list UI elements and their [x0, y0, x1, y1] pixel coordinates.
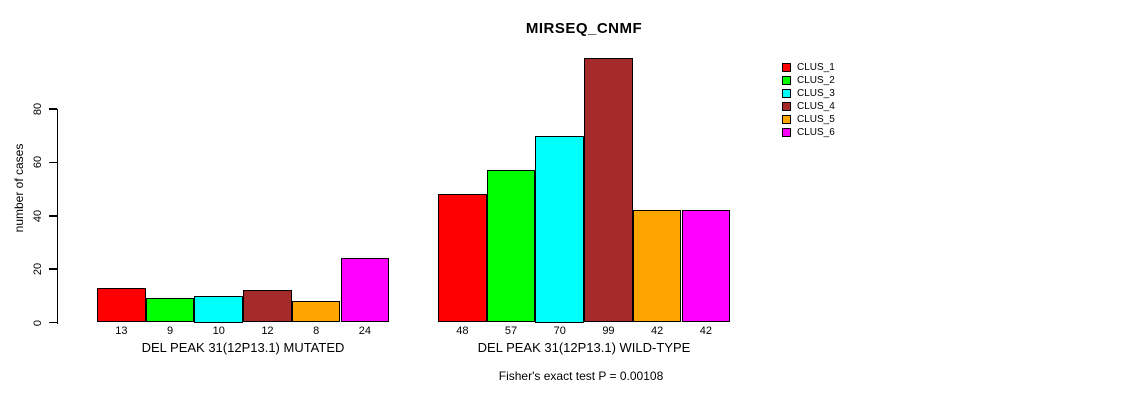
legend-item-clus_5: CLUS_5	[782, 113, 835, 126]
group-label-mutated: DEL PEAK 31(12P13.1) MUTATED	[141, 340, 345, 355]
legend-swatch-icon	[782, 102, 791, 111]
legend-label: CLUS_5	[797, 114, 835, 125]
fisher-test-annotation: Fisher's exact test P = 0.00108	[498, 369, 664, 383]
legend-label: CLUS_1	[797, 62, 835, 73]
legend-swatch-icon	[782, 128, 791, 137]
bar-value-label: 42	[699, 325, 712, 337]
bar-clus_6-group2	[681, 210, 731, 323]
bar-value-label: 9	[166, 325, 174, 337]
y-axis-line	[56, 108, 58, 324]
legend-swatch-icon	[782, 63, 791, 72]
legend-label: CLUS_6	[797, 127, 835, 138]
bar-clus_1-group1	[97, 287, 146, 323]
group-label-wild-type: DEL PEAK 31(12P13.1) WILD-TYPE	[477, 340, 691, 355]
legend-label: CLUS_3	[797, 88, 835, 99]
y-axis-tick-label: 0	[32, 319, 44, 326]
bar-value-label: 13	[115, 325, 128, 337]
y-axis-tick-label: 20	[32, 263, 44, 276]
bar-clus_5-group1	[291, 301, 341, 323]
bar-clus_3-group2	[535, 135, 585, 323]
legend-item-clus_6: CLUS_6	[782, 126, 835, 139]
bar-clus_3-group1	[194, 295, 244, 323]
legend: CLUS_1 CLUS_2 CLUS_3 CLUS_4 CLUS_5 CLUS_6	[782, 61, 835, 139]
legend-swatch-icon	[782, 115, 791, 124]
bar-clus_2-group1	[145, 298, 195, 323]
bar-value-label: 12	[261, 325, 274, 337]
legend-label: CLUS_2	[797, 75, 835, 86]
bar-value-label: 42	[651, 325, 664, 337]
legend-swatch-icon	[782, 89, 791, 98]
bar-clus_4-group1	[243, 290, 292, 323]
y-axis-tick	[49, 215, 57, 217]
bar-value-label: 99	[602, 325, 615, 337]
bar-value-label: 70	[553, 325, 566, 337]
y-axis-tick-label: 40	[32, 209, 44, 222]
bar-value-label: 8	[313, 325, 320, 337]
bar-value-label: 57	[504, 325, 518, 337]
y-axis-tick	[49, 161, 57, 164]
legend-item-clus_2: CLUS_2	[782, 74, 835, 87]
bar-clus_4-group2	[584, 58, 633, 323]
bar-clus_6-group1	[340, 258, 390, 323]
y-axis-tick	[49, 321, 57, 324]
y-axis-label: number of cases	[12, 143, 26, 233]
y-axis-tick	[49, 108, 57, 110]
bar-clus_2-group2	[486, 170, 536, 323]
bar-clus_1-group2	[438, 194, 487, 323]
y-axis-tick-label: 80	[32, 102, 44, 116]
legend-item-clus_4: CLUS_4	[782, 100, 835, 113]
bar-value-label: 48	[456, 325, 469, 337]
bar-value-label: 10	[212, 325, 225, 337]
legend-item-clus_1: CLUS_1	[782, 61, 835, 74]
y-axis-tick-label: 60	[32, 156, 44, 169]
legend-item-clus_3: CLUS_3	[782, 87, 835, 100]
chart-title: MIRSEQ_CNMF	[525, 20, 643, 37]
legend-swatch-icon	[782, 76, 791, 85]
legend-label: CLUS_4	[797, 101, 835, 112]
bar-clus_5-group2	[632, 210, 682, 323]
bar-value-label: 24	[358, 325, 371, 337]
y-axis-tick	[49, 268, 57, 270]
